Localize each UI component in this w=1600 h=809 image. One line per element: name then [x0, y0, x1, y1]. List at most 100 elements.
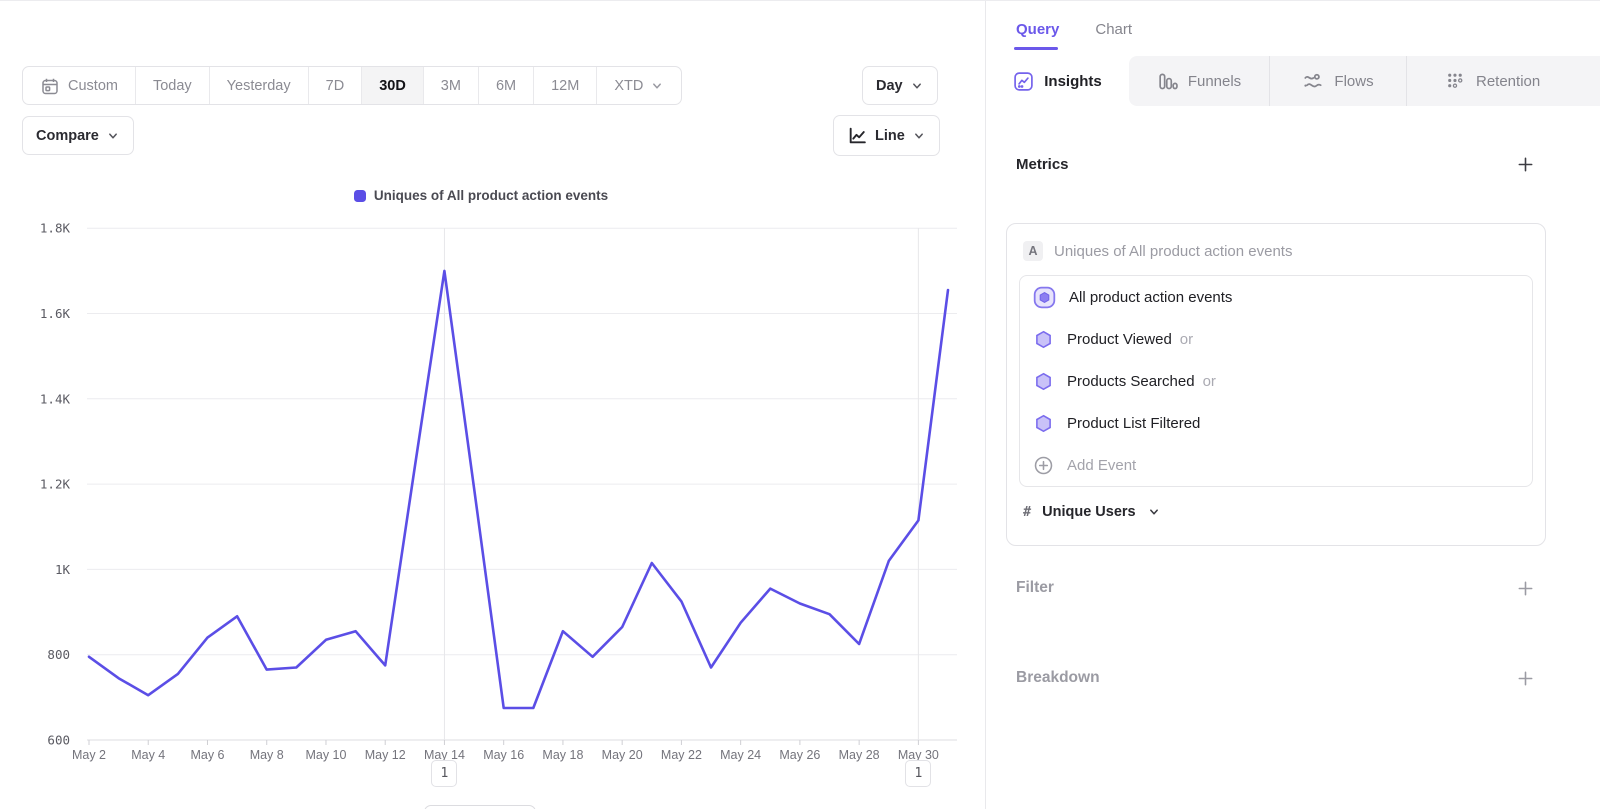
chevron-down-icon	[910, 79, 924, 93]
metric-card: A Uniques of All product action events A…	[1006, 223, 1546, 546]
range-label: Yesterday	[226, 77, 291, 94]
add-metric-button[interactable]	[1517, 156, 1534, 173]
filter-section: Filter	[1016, 579, 1534, 597]
breakdown-label: Breakdown	[1016, 669, 1100, 686]
legend-label: Uniques of All product action events	[373, 188, 609, 203]
svg-text:May 16: May 16	[483, 748, 524, 762]
chart-type-label: Line	[875, 127, 905, 144]
event-hexagon-icon	[1033, 413, 1054, 434]
range-6m[interactable]: 6M	[479, 67, 535, 104]
event-row[interactable]: Product Viewed or	[1020, 318, 1532, 360]
chart-legend: Uniques of All product action events	[0, 188, 962, 203]
add-circle-icon	[1033, 455, 1054, 476]
filter-label: Filter	[1016, 579, 1054, 596]
chevron-down-icon	[106, 129, 120, 143]
compare-dropdown[interactable]: Compare	[22, 116, 134, 155]
event-operator[interactable]: or	[1179, 330, 1194, 348]
metrics-title: Metrics	[1016, 156, 1069, 173]
report-tab-insights[interactable]: Insights	[986, 56, 1129, 106]
range-12m[interactable]: 12M	[534, 67, 598, 104]
event-group-icon	[1033, 286, 1056, 309]
range-label: Today	[152, 77, 192, 94]
report-tab-retention[interactable]: Retention	[1406, 56, 1600, 106]
range-30d[interactable]: 30D	[362, 67, 424, 104]
series-badge: A	[1023, 241, 1043, 261]
range-label: 3M	[440, 77, 461, 94]
line-chart-icon	[847, 125, 868, 146]
add-breakdown-button[interactable]	[1517, 670, 1534, 687]
range-3m[interactable]: 3M	[424, 67, 479, 104]
date-range-control: Custom Today Yesterday 7D 30D 3M 6M 12M XTD	[22, 66, 683, 105]
aggregation-label: Unique Users	[1042, 504, 1136, 520]
svg-text:1.6K: 1.6K	[40, 306, 71, 321]
report-tab-label: Flows	[1334, 72, 1374, 90]
annotation-marker[interactable]: 1	[905, 760, 932, 787]
svg-text:May 20: May 20	[602, 748, 643, 762]
granularity-label: Day	[876, 77, 903, 94]
event-name: Product List Filtered	[1067, 414, 1201, 432]
event-name: All product action events	[1069, 288, 1233, 306]
svg-text:May 30: May 30	[898, 748, 939, 762]
add-filter-button[interactable]	[1517, 580, 1534, 597]
report-tab-label: Funnels	[1187, 72, 1242, 90]
events-card: All product action events Product Viewed o…	[1019, 275, 1533, 487]
event-hexagon-icon	[1033, 329, 1054, 350]
range-label: Custom	[68, 77, 118, 94]
svg-text:May 26: May 26	[779, 748, 820, 762]
report-tab-flows[interactable]: Flows	[1269, 56, 1406, 106]
range-7d[interactable]: 7D	[309, 67, 363, 104]
report-tab-label: Insights	[1044, 72, 1102, 90]
tab-chart[interactable]: Chart	[1095, 20, 1133, 38]
metrics-header: Metrics	[1016, 156, 1534, 173]
chevron-down-icon	[1147, 505, 1161, 519]
chevron-down-icon	[912, 129, 926, 143]
query-panel: Query Chart Insights Funnels Flows Retention…	[985, 1, 1600, 809]
chart-type-dropdown[interactable]: Line	[833, 115, 940, 156]
svg-text:May 12: May 12	[365, 748, 406, 762]
svg-text:May 6: May 6	[190, 748, 224, 762]
svg-text:1.2K: 1.2K	[40, 477, 71, 492]
event-name: Products Searched	[1067, 372, 1195, 390]
range-custom[interactable]: Custom	[23, 67, 136, 104]
range-xtd[interactable]: XTD	[597, 67, 681, 104]
svg-text:800: 800	[47, 647, 70, 662]
add-event-button[interactable]: Add Event	[1020, 444, 1532, 486]
funnels-icon	[1157, 71, 1178, 92]
calendar-icon	[40, 76, 60, 96]
svg-text:May 14: May 14	[424, 748, 465, 762]
range-today[interactable]: Today	[136, 67, 210, 104]
svg-text:May 4: May 4	[131, 748, 165, 762]
event-operator[interactable]: or	[1202, 372, 1216, 390]
range-label: XTD	[614, 77, 644, 94]
chevron-down-icon	[650, 79, 664, 93]
svg-text:May 10: May 10	[305, 748, 346, 762]
svg-text:May 2: May 2	[72, 748, 106, 762]
series-row: A Uniques of All product action events	[1007, 224, 1545, 275]
event-name: Product Viewed	[1067, 330, 1172, 348]
line-chart[interactable]: 600 800 1K 1.2K 1.4K 1.6K 1.8K May 2 May 4 May 6 M…	[0, 181, 985, 809]
series-label: Uniques of All product action events	[1054, 242, 1293, 260]
svg-text:1K: 1K	[55, 562, 71, 577]
chart-panel: Custom Today Yesterday 7D 30D 3M 6M 12M XTD Day …	[0, 1, 985, 809]
legend-swatch	[353, 189, 366, 202]
svg-text:May 22: May 22	[661, 748, 702, 762]
range-yesterday[interactable]: Yesterday	[210, 67, 309, 104]
active-tab-underline	[1014, 47, 1058, 50]
event-row[interactable]: Product List Filtered	[1020, 402, 1532, 444]
breakdown-section: Breakdown	[1016, 669, 1534, 687]
event-row[interactable]: Products Searched or	[1020, 360, 1532, 402]
report-tab-label: Retention	[1476, 72, 1541, 90]
report-tab-funnels[interactable]: Funnels	[1129, 56, 1269, 106]
svg-text:May 18: May 18	[542, 748, 583, 762]
annotation-marker[interactable]: 1	[431, 760, 458, 787]
granularity-dropdown[interactable]: Day	[862, 66, 938, 105]
bottom-partial-control[interactable]	[424, 805, 536, 809]
event-row[interactable]: All product action events	[1020, 276, 1532, 318]
tab-query[interactable]: Query	[1016, 20, 1060, 38]
range-label: 30D	[379, 77, 406, 94]
aggregation-dropdown[interactable]: # Unique Users	[1007, 487, 1545, 537]
svg-text:May 8: May 8	[250, 748, 284, 762]
add-event-label: Add Event	[1067, 456, 1137, 474]
svg-text:May 28: May 28	[839, 748, 880, 762]
flows-icon	[1302, 70, 1324, 92]
